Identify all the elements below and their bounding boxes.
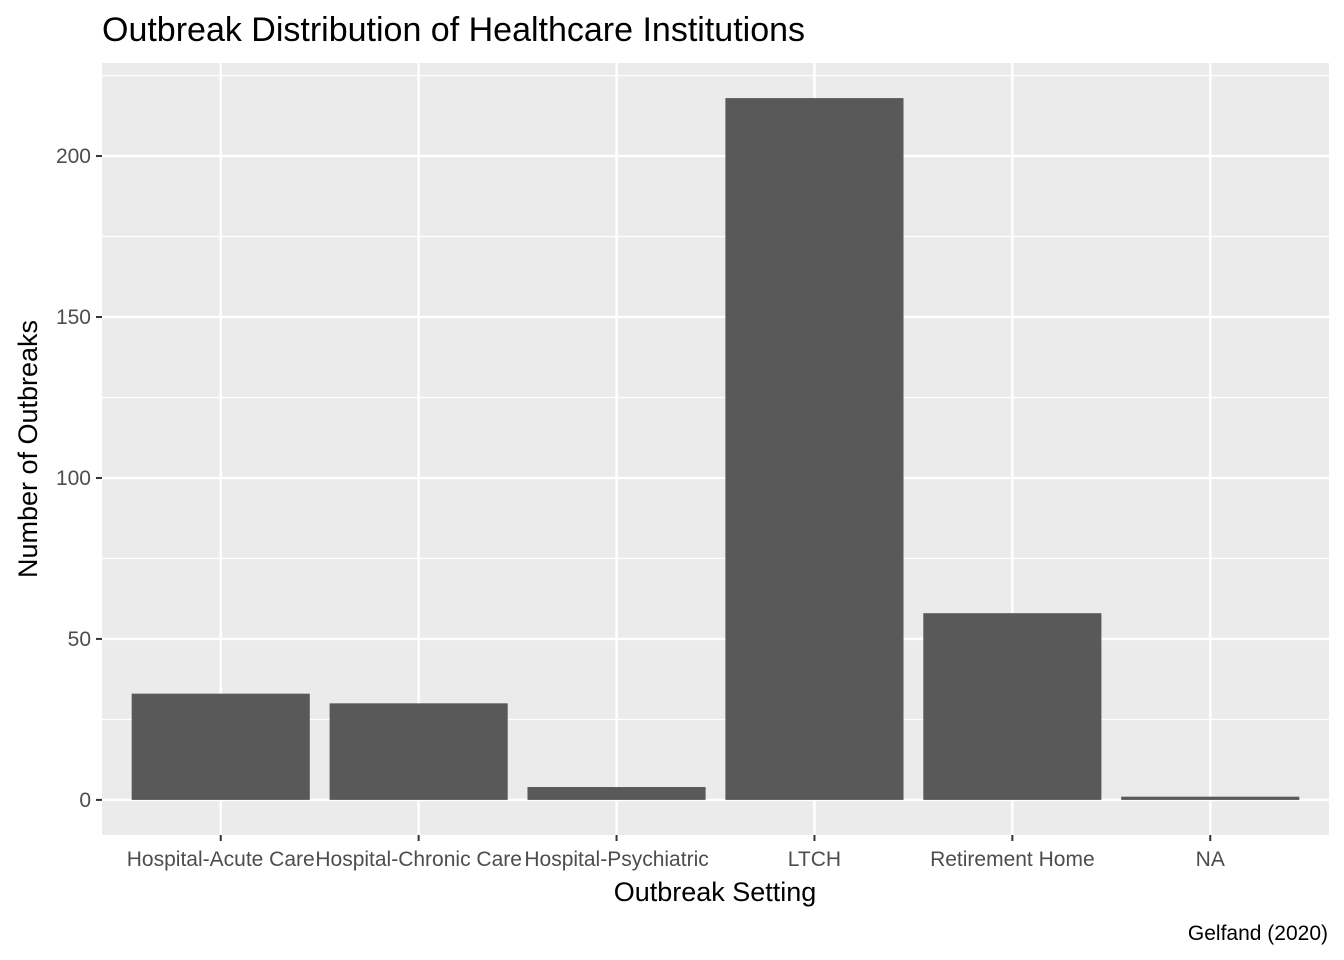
x-axis-title: Outbreak Setting <box>614 877 817 907</box>
bar <box>725 98 904 800</box>
bar <box>131 693 310 800</box>
chart-title: Outbreak Distribution of Healthcare Inst… <box>102 11 805 49</box>
x-tick-label: LTCH <box>788 848 841 871</box>
y-tick-label: 150 <box>56 306 91 329</box>
y-tick-label: 50 <box>68 628 91 651</box>
bar <box>527 787 706 800</box>
y-axis-title: Number of Outbreaks <box>13 320 43 578</box>
y-tick-label: 100 <box>56 467 91 490</box>
bar <box>1121 796 1300 800</box>
x-tick-label: NA <box>1196 848 1225 871</box>
bars <box>131 98 1300 800</box>
y-axis: 0 50 100 150 200 <box>56 145 102 812</box>
x-axis: Hospital-Acute Care Hospital-Chronic Care… <box>127 835 1225 871</box>
x-tick-label: Hospital-Acute Care <box>127 848 315 871</box>
y-tick-label: 0 <box>79 789 91 812</box>
bar <box>329 703 508 800</box>
chart-caption: Gelfand (2020) <box>1188 922 1328 945</box>
y-tick-label: 200 <box>56 145 91 168</box>
x-tick-label: Hospital-Psychiatric <box>524 848 708 871</box>
x-tick-label: Retirement Home <box>930 848 1095 871</box>
x-tick-label: Hospital-Chronic Care <box>315 848 522 871</box>
bar <box>923 613 1102 800</box>
